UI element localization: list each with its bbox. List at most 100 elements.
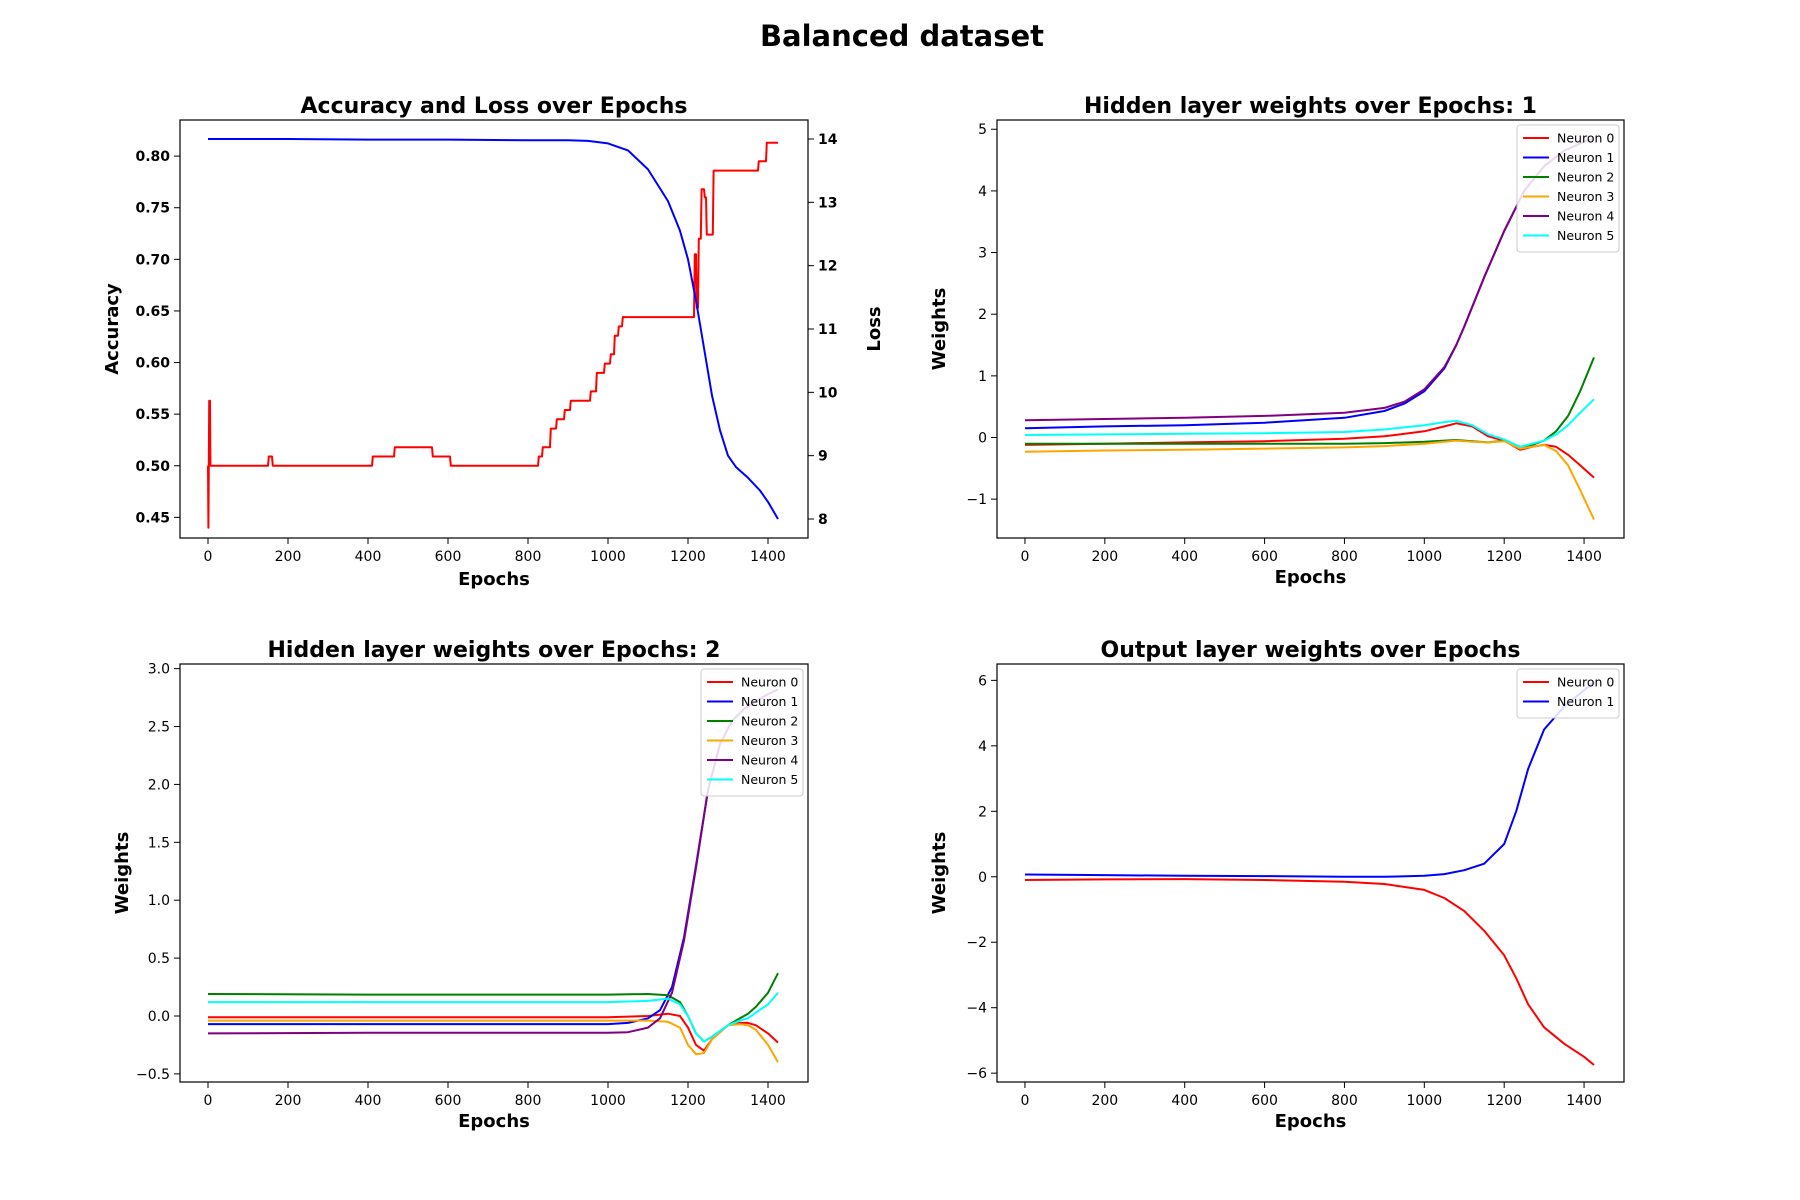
chart-title: Hidden layer weights over Epochs: 1	[1084, 94, 1537, 119]
legend: Neuron 0 Neuron 1 Neuron 2 Neuron 3 Neuron 4…	[1516, 124, 1620, 253]
y-tick-label: 4	[978, 739, 987, 755]
legend-entry: Neuron 1	[1557, 694, 1614, 709]
series-line-neuron-3	[208, 1019, 779, 1063]
series-group	[1024, 681, 1595, 1066]
series-line-neuron-1	[1024, 681, 1595, 878]
legend-entry: Neuron 1	[1557, 150, 1614, 165]
axes-frame	[996, 119, 1625, 539]
series-line-neuron-0	[208, 1012, 779, 1052]
y-right-tick-label: 10	[818, 385, 838, 401]
y-tick-label: 0.65	[135, 304, 170, 320]
legend-entry: Neuron 0	[1557, 675, 1614, 690]
x-tick-label: 400	[355, 549, 382, 565]
x-axis-label: Epochs	[1275, 567, 1347, 588]
x-axis-label: Epochs	[1275, 1111, 1347, 1132]
y-tick-label: 2	[978, 307, 987, 323]
legend-entry: Neuron 0	[741, 675, 798, 690]
x-tick-label: 1200	[670, 549, 706, 565]
y-axis-right-label: Loss	[864, 306, 885, 351]
series-line-neuron-0	[1024, 878, 1595, 1066]
x-tick-label: 400	[1171, 1093, 1198, 1109]
y-tick-label: −4	[966, 1001, 987, 1017]
series-line-neuron-5	[208, 992, 779, 1043]
x-tick-label: 1400	[1566, 549, 1602, 565]
series-line-neuron-3	[1024, 439, 1595, 520]
x-tick-label: 400	[1171, 549, 1198, 565]
series-line-left-0	[207, 141, 778, 529]
x-tick-label: 1400	[750, 1093, 786, 1109]
series-group	[207, 688, 779, 1063]
y-right-tick-label: 14	[818, 132, 838, 148]
x-axis-label: Epochs	[458, 1111, 530, 1132]
legend-entry: Neuron 3	[741, 733, 798, 748]
y-tick-label: 5	[978, 122, 987, 138]
y-tick-label: 0.80	[135, 149, 170, 165]
y-axis-label: Weights	[929, 832, 950, 915]
y-tick-label: 0	[978, 431, 987, 447]
x-tick-label: 800	[1331, 549, 1358, 565]
x-tick-label: 1000	[590, 549, 626, 565]
y-axis-label: Weights	[929, 288, 950, 371]
legend-entry: Neuron 5	[1557, 228, 1614, 243]
y-tick-label: 0.50	[135, 459, 170, 475]
y-tick-label: 3.0	[148, 662, 170, 678]
legend: Neuron 0 Neuron 1 Neuron 2 Neuron 3 Neuron 4…	[700, 668, 804, 797]
legend-entry: Neuron 4	[741, 753, 798, 768]
legend-entry: Neuron 3	[1557, 189, 1614, 204]
x-tick-label: 600	[1251, 549, 1278, 565]
legend-entry: Neuron 0	[1557, 131, 1614, 146]
y-tick-label: 2	[978, 804, 987, 820]
series-line-neuron-5	[1024, 398, 1595, 448]
x-tick-label: 1000	[590, 1093, 626, 1109]
series-line-neuron-0	[1024, 422, 1595, 479]
x-tick-label: 0	[1020, 549, 1029, 565]
x-tick-label: 600	[1251, 1093, 1278, 1109]
x-tick-label: 200	[1091, 549, 1118, 565]
x-tick-label: 0	[204, 1093, 213, 1109]
y-tick-label: −0.5	[136, 1067, 170, 1083]
chart-title: Output layer weights over Epochs	[1101, 638, 1521, 663]
x-tick-label: 1000	[1406, 1093, 1442, 1109]
y-tick-label: 0.0	[148, 1009, 170, 1025]
y-tick-label: 0.75	[135, 201, 170, 217]
chart-title: Accuracy and Loss over Epochs	[301, 94, 688, 119]
legend-entry: Neuron 4	[1557, 209, 1614, 224]
x-tick-label: 0	[1020, 1093, 1029, 1109]
chart-panel-2: 0 200 400 600 800 1000 1200 1400 −1 0 1 2 3 4 5 Hidden …	[929, 94, 1625, 588]
y-tick-label: 6	[978, 673, 987, 689]
y-tick-label: 1.0	[148, 893, 170, 909]
series-line-right-1	[208, 138, 779, 520]
y-right-tick-label: 12	[818, 259, 837, 275]
series-group	[1024, 137, 1595, 520]
y-tick-label: 2.0	[148, 777, 170, 793]
y-tick-label: −1	[966, 492, 987, 508]
y-tick-label: −2	[966, 935, 987, 951]
x-tick-label: 600	[435, 549, 462, 565]
x-tick-label: 1200	[1486, 1093, 1522, 1109]
x-tick-label: 800	[1331, 1093, 1358, 1109]
legend: Neuron 0 Neuron 1	[1516, 668, 1620, 719]
chart-panel-4: 0 200 400 600 800 1000 1200 1400 −6 −4 −2 0 2 4 6 Outpu…	[929, 638, 1625, 1132]
x-tick-label: 1000	[1406, 549, 1442, 565]
chart-panel-1: 0 200 400 600 800 1000 1200 1400 0.45 0.50 0.55 0.6…	[102, 94, 885, 590]
figure-title: Balanced dataset	[760, 19, 1044, 53]
y-tick-label: 0.45	[135, 510, 170, 526]
x-tick-label: 200	[1091, 1093, 1118, 1109]
y-tick-label: 2.5	[148, 720, 170, 736]
x-tick-label: 1400	[1566, 1093, 1602, 1109]
axes-frame	[996, 663, 1625, 1083]
series-line-neuron-4	[207, 688, 779, 1035]
y-tick-label: 0.55	[135, 407, 170, 423]
y-tick-label: 1.5	[148, 835, 170, 851]
x-axis-label: Epochs	[458, 569, 530, 590]
y-tick-label: 0.5	[148, 951, 170, 967]
chart-panel-3: 0 200 400 600 800 1000 1200 1400 −0.5 0.0 0.5 1.0 1.…	[112, 638, 809, 1132]
legend-entry: Neuron 1	[741, 694, 798, 709]
y-tick-label: 0.60	[135, 356, 170, 372]
y-tick-label: −6	[966, 1066, 987, 1082]
series-line-neuron-1	[208, 688, 779, 1026]
y-tick-label: 4	[978, 184, 987, 200]
x-tick-label: 0	[204, 549, 213, 565]
x-tick-label: 1200	[1486, 549, 1522, 565]
